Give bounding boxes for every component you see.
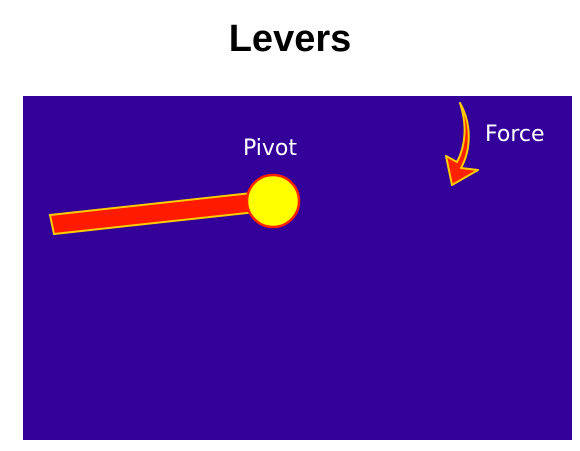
pivot-label: Pivot (243, 136, 297, 161)
page-title: Levers (228, 18, 352, 60)
lever-diagram: Pivot Force (23, 96, 572, 440)
lever-diagram-canvas: Pivot Force (23, 96, 572, 440)
force-arrow-icon (445, 102, 479, 186)
force-label: Force (485, 122, 545, 147)
pivot-circle (245, 173, 301, 229)
diagram-background (23, 96, 572, 440)
